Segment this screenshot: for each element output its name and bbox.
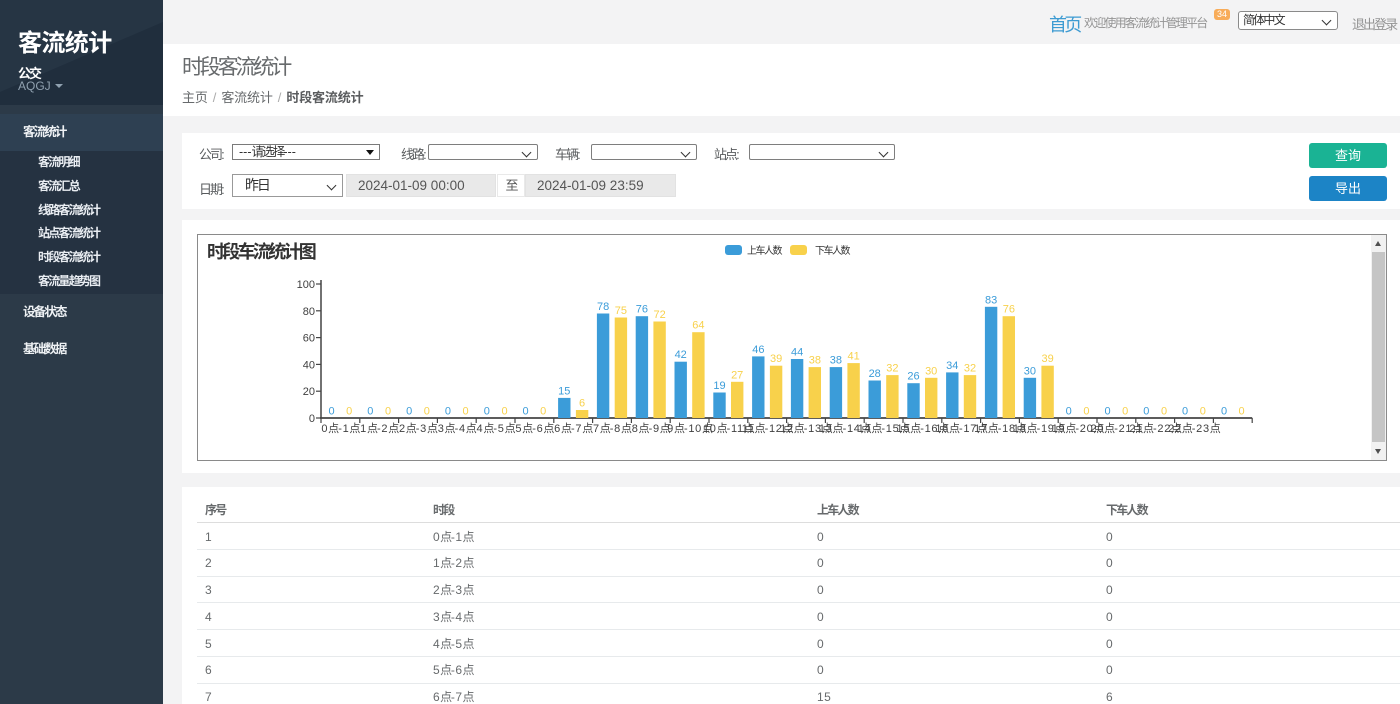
svg-text:2点-3点: 2点-3点	[399, 422, 438, 435]
svg-text:4点-5点: 4点-5点	[477, 422, 516, 435]
svg-text:5点-6点: 5点-6点	[515, 422, 554, 435]
svg-text:上车人数: 上车人数	[747, 244, 782, 257]
svg-text:17点-18点: 17点-18点	[974, 422, 1027, 435]
svg-text:0: 0	[424, 406, 430, 418]
svg-text:0: 0	[540, 406, 546, 418]
svg-text:10点-11点: 10点-11点	[703, 422, 755, 435]
svg-text:3点-4点: 3点-4点	[438, 422, 477, 435]
svg-text:0: 0	[1221, 406, 1227, 418]
svg-text:75: 75	[615, 305, 627, 317]
svg-text:39: 39	[770, 353, 782, 365]
svg-text:0: 0	[367, 406, 373, 418]
svg-text:27: 27	[731, 369, 743, 381]
svg-text:15点-16点: 15点-16点	[897, 422, 950, 435]
svg-text:0: 0	[309, 413, 315, 425]
svg-text:11点-12点: 11点-12点	[742, 422, 794, 435]
svg-text:0: 0	[385, 406, 391, 418]
svg-text:76: 76	[636, 304, 648, 316]
svg-text:0: 0	[329, 406, 335, 418]
svg-text:0: 0	[484, 406, 490, 418]
svg-text:下车人数: 下车人数	[815, 244, 850, 257]
svg-text:14点-15点: 14点-15点	[858, 422, 911, 435]
svg-text:0: 0	[501, 406, 507, 418]
svg-text:16点-17点: 16点-17点	[935, 422, 988, 435]
svg-text:78: 78	[597, 301, 609, 313]
svg-text:7点-8点: 7点-8点	[593, 422, 632, 435]
svg-text:0: 0	[1200, 406, 1206, 418]
svg-text:0: 0	[1066, 406, 1072, 418]
svg-text:20: 20	[303, 386, 315, 398]
svg-text:30: 30	[1024, 365, 1036, 377]
svg-text:30: 30	[925, 365, 937, 377]
svg-text:34: 34	[946, 360, 958, 372]
svg-text:40: 40	[303, 359, 315, 371]
svg-text:0: 0	[406, 406, 412, 418]
svg-text:0点-1点: 0点-1点	[321, 422, 360, 435]
svg-text:0: 0	[1143, 406, 1149, 418]
svg-text:19点-20点: 19点-20点	[1052, 422, 1105, 435]
svg-text:64: 64	[692, 320, 704, 332]
svg-text:100: 100	[297, 279, 315, 291]
svg-text:72: 72	[653, 309, 665, 321]
svg-text:76: 76	[1003, 304, 1015, 316]
svg-text:0: 0	[1182, 406, 1188, 418]
svg-text:20点-21点: 20点-21点	[1091, 422, 1144, 435]
svg-text:83: 83	[985, 294, 997, 306]
svg-text:0: 0	[1122, 406, 1128, 418]
svg-text:0: 0	[346, 406, 352, 418]
svg-text:13点-14点: 13点-14点	[819, 422, 872, 435]
svg-text:0: 0	[1161, 406, 1167, 418]
svg-text:39: 39	[1041, 353, 1053, 365]
svg-text:38: 38	[809, 355, 821, 367]
svg-text:0: 0	[1104, 406, 1110, 418]
svg-text:6点-7点: 6点-7点	[554, 422, 593, 435]
svg-text:28: 28	[869, 368, 881, 380]
svg-text:0: 0	[1239, 406, 1245, 418]
svg-text:0: 0	[522, 406, 528, 418]
svg-text:12点-13点: 12点-13点	[780, 422, 833, 435]
svg-text:18点-19点: 18点-19点	[1013, 422, 1066, 435]
svg-text:26: 26	[907, 371, 919, 383]
svg-text:15: 15	[558, 385, 570, 397]
svg-text:80: 80	[303, 306, 315, 318]
svg-text:60: 60	[303, 333, 315, 345]
svg-text:41: 41	[847, 351, 859, 363]
svg-text:时段车流统计图: 时段车流统计图	[207, 241, 316, 262]
svg-text:8点-9点: 8点-9点	[632, 422, 671, 435]
svg-text:1点-2点: 1点-2点	[360, 422, 399, 435]
svg-text:0: 0	[1083, 406, 1089, 418]
svg-text:38: 38	[830, 355, 842, 367]
svg-text:22点-23点: 22点-23点	[1168, 422, 1221, 435]
svg-text:32: 32	[886, 363, 898, 375]
svg-text:32: 32	[964, 363, 976, 375]
svg-text:0: 0	[445, 406, 451, 418]
svg-text:46: 46	[752, 344, 764, 356]
svg-text:6: 6	[579, 398, 585, 410]
svg-text:19: 19	[713, 380, 725, 392]
svg-text:9点-10点: 9点-10点	[667, 422, 713, 435]
svg-text:44: 44	[791, 347, 803, 359]
svg-text:42: 42	[675, 349, 687, 361]
svg-text:0: 0	[463, 406, 469, 418]
svg-text:21点-22点: 21点-22点	[1129, 422, 1182, 435]
